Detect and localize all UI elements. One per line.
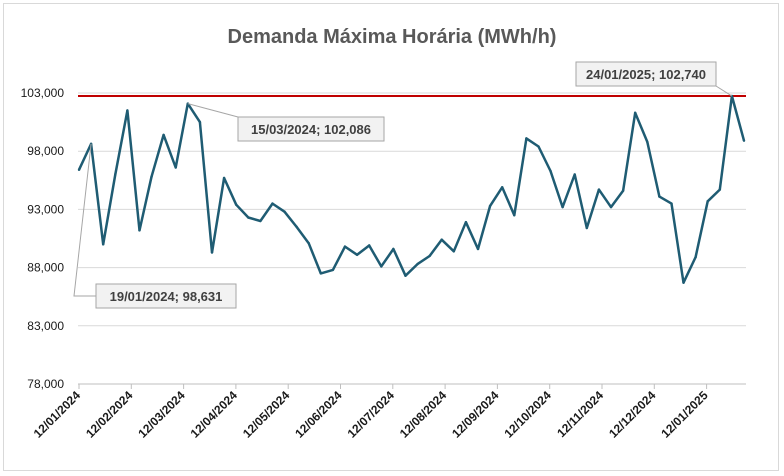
data-point	[283, 210, 286, 213]
data-point	[646, 140, 649, 144]
callout-leader	[715, 85, 733, 97]
y-tick-label: 83,000	[27, 319, 64, 333]
x-tick-label: 12/07/2024	[345, 388, 398, 441]
data-point	[343, 245, 347, 248]
data-point	[440, 238, 443, 241]
data-point	[259, 219, 262, 223]
data-point	[126, 109, 129, 112]
data-point	[380, 265, 383, 268]
data-point	[464, 221, 468, 224]
x-tick-label: 12/02/2024	[83, 388, 136, 441]
data-point	[500, 186, 504, 189]
data-point	[682, 281, 685, 284]
data-point	[367, 244, 371, 247]
data-point	[150, 175, 153, 179]
callout-label: 19/01/2024; 98,631	[110, 289, 223, 304]
y-tick-label: 88,000	[27, 261, 64, 275]
data-point	[706, 200, 709, 203]
callout-box	[95, 283, 237, 309]
callout-leader	[73, 143, 96, 297]
demand-series-line	[77, 94, 746, 284]
data-point	[537, 145, 540, 148]
data-point	[488, 204, 492, 208]
data-point	[561, 205, 564, 209]
data-point	[658, 195, 661, 198]
callout-label: 15/03/2024; 102,086	[251, 122, 371, 137]
data-point	[452, 250, 456, 253]
data-point	[573, 173, 576, 176]
data-point	[428, 254, 431, 258]
data-point	[198, 120, 202, 124]
chart-title: Demanda Máxima Horária (MWh/h)	[227, 26, 557, 48]
data-point	[670, 202, 673, 205]
x-tick-label: 12/03/2024	[135, 388, 188, 441]
data-point	[319, 272, 323, 275]
data-point	[404, 274, 407, 277]
data-point	[585, 226, 589, 230]
x-tick-label: 12/05/2024	[240, 388, 293, 441]
callout-leader	[187, 103, 239, 118]
x-tick-label: 12/09/2024	[449, 388, 502, 441]
data-point	[742, 139, 746, 142]
x-tick-label: 12/08/2024	[397, 388, 450, 441]
x-tick-label: 12/01/2025	[658, 388, 711, 441]
data-point	[331, 268, 335, 272]
data-point	[101, 243, 105, 246]
callout-label: 24/01/2025; 102,740	[586, 67, 706, 82]
data-point	[162, 133, 165, 137]
x-tick-label: 12/04/2024	[188, 388, 241, 441]
data-point	[621, 189, 625, 192]
data-point	[77, 168, 81, 172]
y-tick-label: 98,000	[27, 144, 64, 158]
x-tick-label: 12/11/2024	[554, 388, 606, 440]
data-point	[222, 176, 226, 180]
x-tick-label: 12/01/2024	[31, 388, 84, 441]
data-point	[210, 251, 214, 254]
data-point	[247, 216, 250, 219]
data-point	[138, 229, 141, 232]
y-tick-label: 103,000	[21, 86, 65, 100]
data-point	[114, 173, 117, 176]
data-point	[609, 205, 613, 209]
data-point	[355, 253, 359, 256]
data-point	[525, 137, 528, 140]
data-point	[513, 214, 516, 217]
data-point	[234, 203, 238, 206]
data-point	[549, 169, 552, 173]
data-point	[633, 111, 637, 114]
data-point	[295, 225, 298, 229]
data-point	[694, 255, 697, 259]
data-point	[416, 262, 419, 266]
x-tick-label: 12/06/2024	[292, 388, 345, 441]
data-point	[174, 166, 177, 169]
callout-box	[237, 116, 385, 142]
data-point	[392, 247, 395, 251]
callout-box	[575, 61, 717, 87]
x-tick-label: 12/12/2024	[606, 388, 659, 441]
x-tick-label: 12/10/2024	[501, 388, 554, 441]
data-point	[597, 188, 601, 191]
data-point	[476, 247, 480, 251]
data-point	[718, 188, 722, 191]
data-point	[307, 241, 310, 245]
y-tick-label: 93,000	[27, 202, 64, 216]
y-tick-label: 78,000	[27, 377, 64, 391]
data-point	[271, 202, 274, 205]
